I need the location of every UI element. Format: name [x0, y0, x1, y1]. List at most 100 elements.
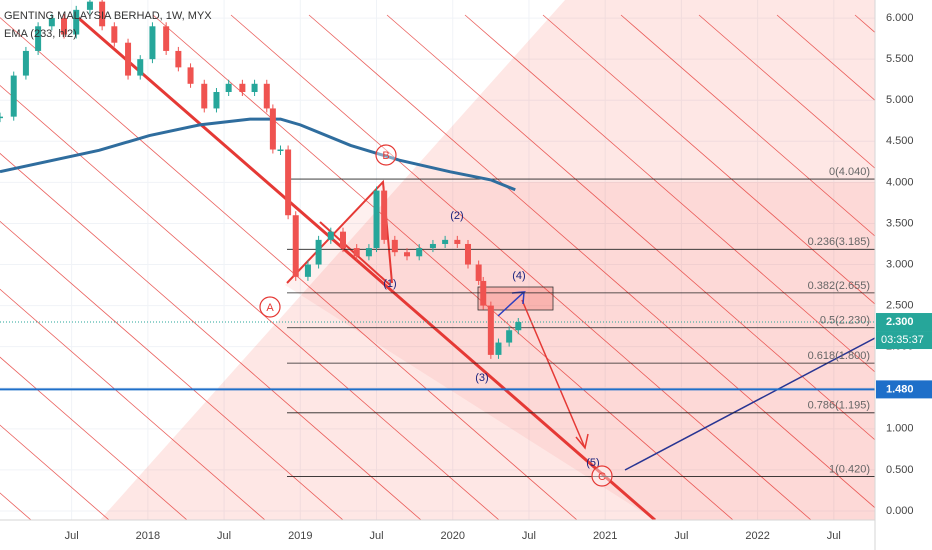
x-tick-label: Jul: [217, 530, 231, 542]
fib-label: 0.382(2.655): [808, 280, 870, 292]
ema-line: [0, 117, 516, 192]
candle: [304, 264, 311, 277]
x-tick-label: Jul: [827, 530, 841, 542]
fib-label: 0.618(1.800): [808, 350, 870, 362]
wave-circle: [591, 465, 613, 487]
fan-line: [230, 14, 812, 520]
candle: [239, 83, 246, 93]
wave-circle: [259, 296, 281, 318]
candle: [0, 116, 3, 119]
candle: [515, 322, 522, 331]
candle: [48, 18, 55, 27]
candle: [495, 342, 502, 355]
x-tick-label: 2020: [441, 530, 465, 542]
indicator-label: EMA (233, hl2): [4, 28, 77, 40]
candle: [137, 59, 144, 76]
y-tick-label: 4.500: [886, 135, 914, 147]
wave-label: (3): [475, 372, 488, 384]
candle: [99, 1, 106, 27]
candle: [391, 239, 398, 253]
candle: [327, 231, 334, 240]
wave-label: (2): [450, 210, 463, 222]
y-tick-label: 5.000: [886, 94, 914, 106]
candle: [285, 149, 292, 216]
candle: [277, 149, 284, 152]
candle: [187, 67, 194, 84]
candle: [149, 26, 156, 60]
price-tag: [876, 380, 932, 399]
fan-line: [152, 14, 734, 520]
candle: [292, 215, 299, 277]
shaded-channel: [285, 182, 875, 520]
candle: [475, 264, 482, 281]
candle: [86, 1, 93, 10]
countdown-label: 03:35:37: [881, 334, 924, 346]
x-tick-label: 2018: [136, 530, 160, 542]
candle: [73, 9, 80, 35]
fan-line: [698, 14, 875, 169]
fib-label: 0.5(2.230): [820, 315, 870, 327]
x-tick-label: 2019: [288, 530, 312, 542]
fan-line: [464, 14, 875, 373]
x-tick-label: 2021: [593, 530, 617, 542]
candle: [339, 231, 346, 249]
candle: [315, 239, 322, 265]
candle: [429, 243, 436, 249]
candle: [175, 50, 182, 68]
x-tick-label: Jul: [369, 530, 383, 542]
candle: [35, 26, 42, 51]
fan-line: [0, 356, 188, 520]
x-tick-label: Jul: [522, 530, 536, 542]
candle: [365, 248, 372, 257]
candle: [416, 248, 423, 257]
y-tick-label: 3.500: [886, 217, 914, 229]
wave-label: (5): [586, 457, 599, 469]
wave-label: C: [598, 471, 606, 483]
y-tick-label: 4.000: [886, 176, 914, 188]
fan-line: [620, 14, 875, 237]
projection-arrow: [521, 299, 586, 449]
x-tick-label: 2022: [745, 530, 769, 542]
candle: [506, 330, 513, 343]
fan-line: [0, 288, 266, 520]
wave-label: (1): [383, 278, 396, 290]
arrow-head: [575, 433, 589, 450]
price-tag-label: 2.300: [886, 316, 914, 328]
candle: [251, 83, 258, 93]
fan-line: [542, 14, 875, 305]
fan-line: [0, 220, 344, 520]
wave-label: B: [382, 150, 389, 162]
fan-line: [0, 424, 110, 520]
candle: [263, 83, 270, 109]
candle: [454, 239, 461, 244]
fan-line: [0, 84, 500, 520]
candle: [442, 239, 449, 244]
y-tick-label: 3.000: [886, 258, 914, 270]
candle: [464, 243, 471, 265]
candle: [373, 190, 380, 249]
fib-label: 1(0.420): [829, 463, 870, 475]
price-tag-label: 1.480: [886, 383, 914, 395]
candle: [404, 252, 411, 257]
candle: [487, 305, 494, 355]
wave-label: (4): [512, 270, 525, 282]
trend-line: [74, 13, 656, 520]
y-tick-label: 5.500: [886, 53, 914, 65]
candle: [353, 248, 360, 257]
candle: [213, 92, 220, 109]
fib-label: 0(4.040): [829, 166, 870, 178]
candle: [61, 18, 68, 35]
chart-title: GENTING MALAYSIA BERHAD, 1W, MYX: [4, 10, 212, 22]
wave-circle: [375, 144, 397, 166]
y-tick-label: 1.000: [886, 423, 914, 435]
fan-line: [0, 152, 422, 520]
y-tick-label: 0.500: [886, 464, 914, 476]
candle: [225, 83, 232, 93]
candle: [480, 280, 487, 306]
x-tick-label: Jul: [65, 530, 79, 542]
price-tag: [876, 313, 932, 332]
y-tick-label: 0.000: [886, 505, 914, 517]
fan-line: [308, 14, 875, 509]
